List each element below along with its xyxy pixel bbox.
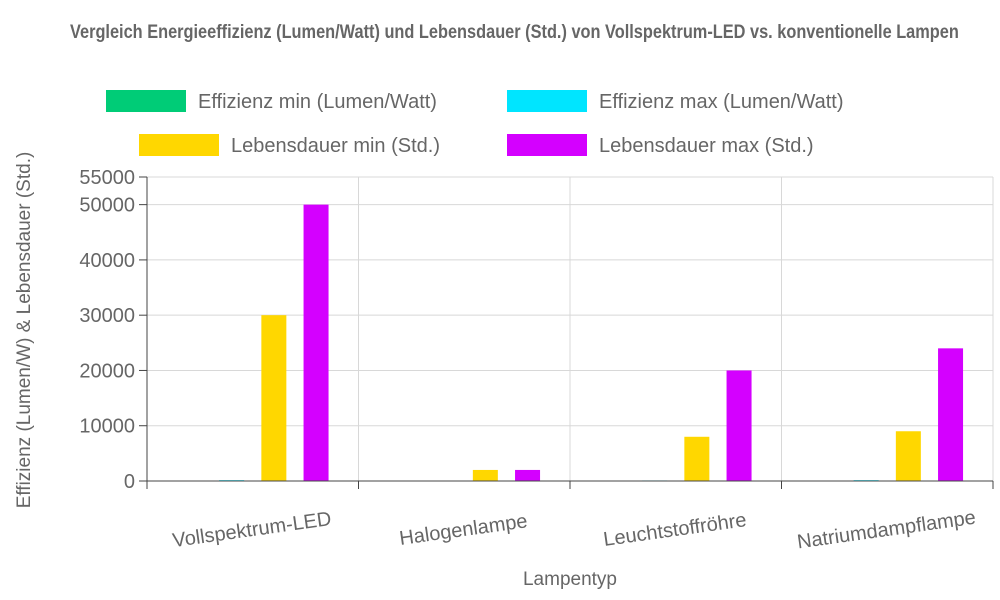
bar-lebensdauer-max-std-halogenlampe [515,469,541,481]
legend-swatch-lebensdauer-max-std [507,134,587,156]
legend-label-lebensdauer-min-std: Lebensdauer min (Std.) [231,135,440,157]
y-axis-label: Effizienz (Lumen/W) & Lebensdauer (Std.) [14,152,35,509]
bar-lebensdauer-min-std-halogenlampe [472,469,498,481]
y-tick-label: 55000 [79,167,135,189]
axes: 0 10000 20000 30000 40000 50000 55000 Vollspekt… [79,167,994,554]
bar-lebensdauer-max-std-leuchtstoffröhre [726,370,752,481]
x-axis-label: Lampentyp [523,569,617,590]
chart-title: Vergleich Energieeffizienz (Lumen/Watt) … [70,22,959,43]
legend: Effizienz min (Lumen/Watt) Effizienz max … [106,90,844,157]
y-tick-label: 40000 [79,250,135,272]
bar-lebensdauer-max-std-natriumdampflampe [938,348,964,481]
y-tick-label: 30000 [79,305,135,327]
bar-lebensdauer-min-std-leuchtstoffröhre [684,436,710,481]
legend-swatch-effizienz-max-lumen-watt [507,90,587,112]
y-tick-label: 50000 [79,195,135,217]
bars [176,204,964,482]
x-tick-label-vollspektrum-led: Vollspektrum-LED [171,508,333,552]
bar-lebensdauer-max-std-vollspektrum-led [303,204,329,482]
y-tick-label: 0 [124,471,135,493]
x-tick-label-halogenlampe: Halogenlampe [398,510,529,550]
y-tick-label: 20000 [79,360,135,382]
legend-label-lebensdauer-max-std: Lebensdauer max (Std.) [599,135,814,157]
x-tick-label-leuchtstoffröhre: Leuchtstoffröhre [602,509,748,551]
x-tick-label-natriumdampflampe: Natriumdampflampe [796,507,977,554]
legend-label-effizienz-max-lumen-watt: Effizienz max (Lumen/Watt) [599,91,844,113]
legend-swatch-effizienz-min-lumen-watt [106,90,186,112]
y-tick-label: 10000 [79,416,135,438]
bar-lebensdauer-min-std-natriumdampflampe [895,431,921,481]
legend-swatch-lebensdauer-min-std [139,134,219,156]
bar-lebensdauer-min-std-vollspektrum-led [261,315,287,481]
legend-label-effizienz-min-lumen-watt: Effizienz min (Lumen/Watt) [198,91,437,113]
